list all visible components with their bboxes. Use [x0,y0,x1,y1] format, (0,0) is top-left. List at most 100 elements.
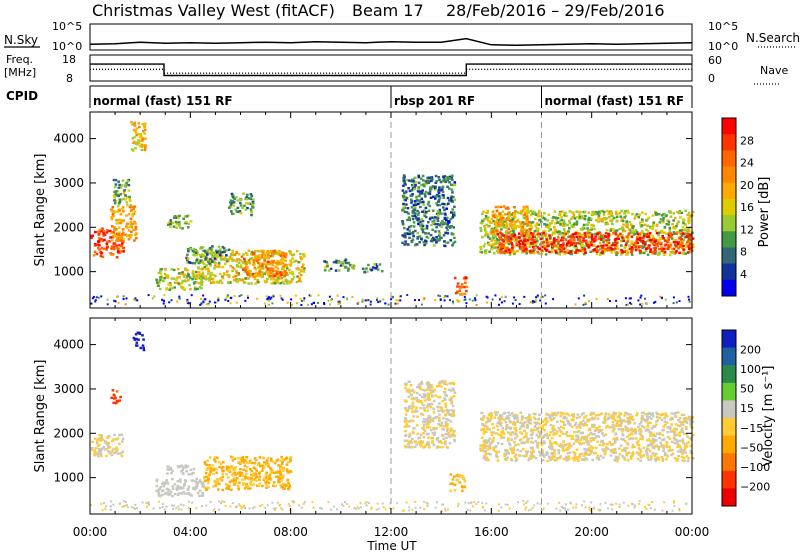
power-cell [178,224,181,227]
power-cell [122,295,125,298]
power-cell [415,199,419,202]
power-cell [327,299,330,302]
velocity-cell [228,484,231,488]
velocity-cell [250,479,253,482]
velocity-cell [617,456,620,459]
power-cell [199,255,203,258]
power-cell [217,296,220,299]
power-cell [271,302,274,305]
power-cell [420,218,424,221]
power-cell [644,249,648,252]
velocity-cell [567,414,571,417]
power-cell [578,242,581,245]
power-cell [607,241,611,244]
power-cell [130,225,133,229]
power-cell [221,276,225,280]
velocity-cell [496,459,500,462]
power-cell [675,225,678,228]
power-colorbar-tick-label: 28 [740,134,754,147]
power-cell [117,221,120,225]
velocity-cell [683,432,686,436]
power-cell [511,218,514,221]
velocity-cell [557,444,561,448]
velocity-cell [203,479,207,483]
power-cell [199,259,203,263]
power-cell [217,245,221,249]
power-cell [294,259,298,263]
power-cell [128,195,131,199]
velocity-cell [100,434,103,437]
power-cell [236,265,239,268]
velocity-cell [193,488,197,491]
velocity-cell [221,475,225,478]
power-cell [615,229,619,232]
power-cell [672,296,675,299]
velocity-cell [636,451,640,454]
power-cell [617,234,620,237]
power-cell [662,231,666,234]
power-frame [89,111,693,309]
velocity-cell [411,419,415,422]
power-cell [401,241,404,244]
power-cell [463,295,466,298]
velocity-cell [425,443,428,446]
power-cell [433,186,437,190]
power-cell [585,223,589,226]
power-cell [238,265,241,268]
velocity-cell [461,486,464,489]
velocity-cell [566,456,569,460]
velocity-cell [184,466,188,469]
power-cell [201,271,205,274]
velocity-cell [413,397,416,400]
power-cell [634,245,638,248]
velocity-cell [102,446,105,449]
power-cell [663,251,667,254]
power-cell [408,229,412,232]
velocity-cell [201,494,205,497]
power-cell [350,264,354,268]
power-cell [357,301,360,304]
power-cell [536,240,539,243]
power-cell [601,244,604,248]
power-cell [654,300,657,303]
power-cell [207,260,210,264]
power-cell [630,249,634,252]
power-cell [687,229,691,233]
velocity-cell [449,489,452,492]
power-colorbar-label: Power [dB] [757,177,772,248]
power-cell [239,266,243,269]
velocity-cell [408,380,411,383]
power-cell [181,279,185,283]
velocity-cell [209,456,212,459]
power-cell [204,298,207,301]
power-cell [633,232,636,236]
power-cell [446,228,449,232]
velocity-cell [639,437,642,440]
power-cell [239,204,243,207]
power-cell [567,241,570,244]
power-cell [592,224,595,227]
power-cell [193,262,197,265]
power-cell [678,210,681,214]
power-cell [256,249,260,253]
power-cell [522,245,525,249]
velocity-cell [234,473,238,476]
power-cell [202,262,206,265]
velocity-cell [421,388,424,391]
power-cell [498,235,501,238]
power-cell [207,303,210,306]
power-cell [284,263,287,267]
velocity-cell [408,391,411,394]
power-cell [639,296,642,299]
velocity-cell [432,390,435,393]
velocity-cell [241,457,245,460]
power-cell [124,303,127,306]
power-cell [264,256,267,259]
power-cell [618,211,621,215]
power-cell [106,240,109,243]
power-cell [623,216,626,219]
power-cell [203,276,207,279]
power-cell [162,300,165,303]
velocity-cell [280,479,284,482]
velocity-cell [604,433,608,436]
